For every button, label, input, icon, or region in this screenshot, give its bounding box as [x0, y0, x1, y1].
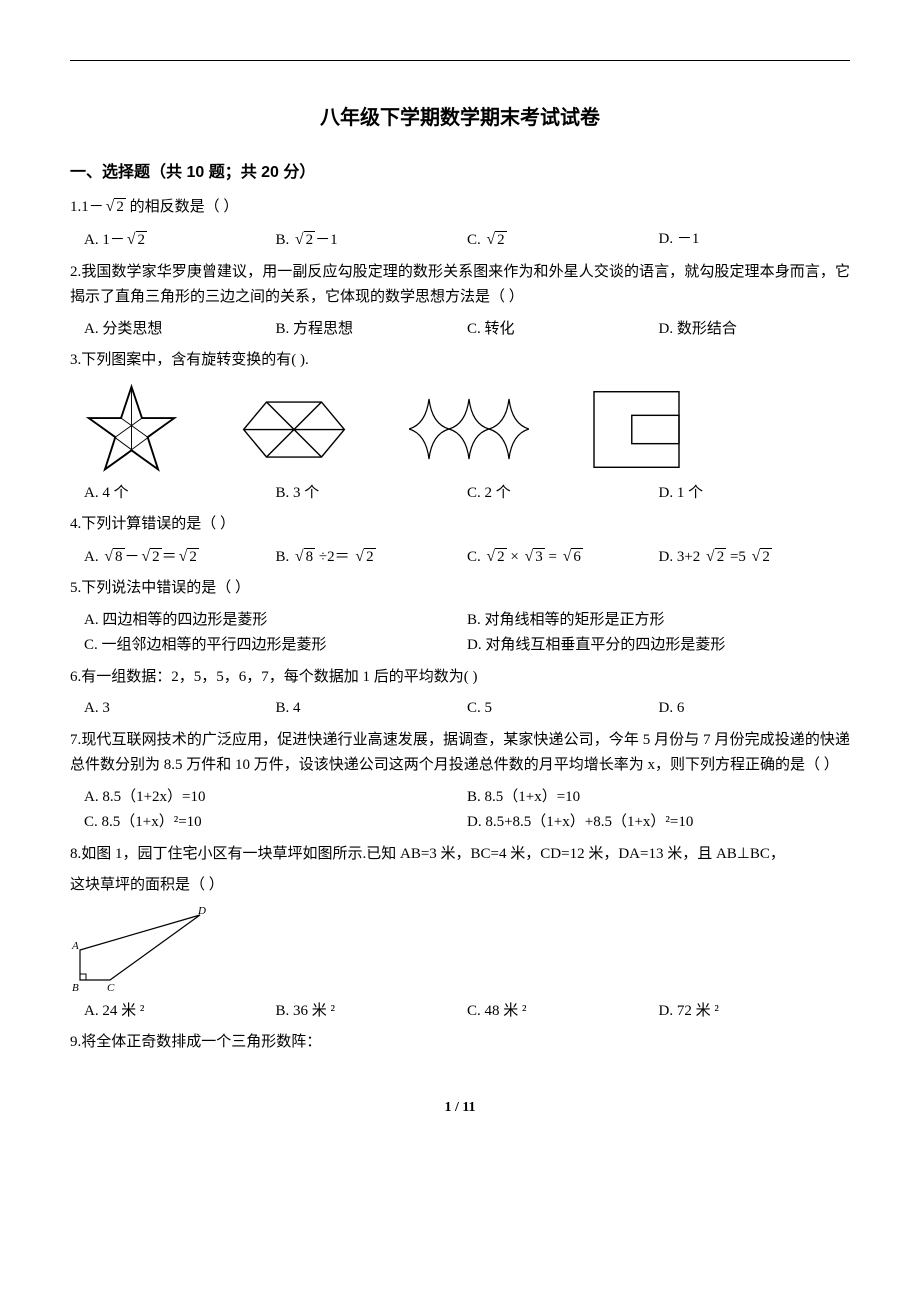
q3-option-d: D. 1 个 — [659, 481, 851, 507]
page-footer: 1 / 11 — [70, 1096, 850, 1120]
question-8-line1: 8.如图 1，园丁住宅小区有一块草坪如图所示.已知 AB=3 米，BC=4 米，… — [70, 842, 850, 868]
q6-option-b: B. 4 — [276, 696, 468, 722]
q4-options: A. 8－2＝2 B. 8 ÷2＝ 2 C. 2 × 3 = 6 D. 3+2 … — [84, 544, 850, 571]
question-9: 9.将全体正奇数排成一个三角形数阵： — [70, 1030, 850, 1056]
q8-option-b: B. 36 米 ² — [276, 999, 468, 1025]
q1-option-b: B. 2－1 — [276, 227, 468, 254]
hexagon-icon — [239, 392, 349, 467]
question-4: 4.下列计算错误的是（ ） — [70, 512, 850, 538]
q8-figure: A B C D — [70, 905, 850, 995]
q1-option-a: A. 1－2 — [84, 227, 276, 254]
q8-option-a: A. 24 米 ² — [84, 999, 276, 1025]
svg-text:A: A — [71, 940, 79, 952]
question-7: 7.现代互联网技术的广泛应用，促进快递行业高速发展，据调查，某家快递公司，今年 … — [70, 728, 850, 779]
sqrt-icon: 8 — [102, 544, 124, 571]
question-1: 1.1－2 的相反数是（ ） — [70, 194, 850, 221]
q1-option-c: C. 2 — [467, 227, 659, 254]
sqrt-icon: 6 — [561, 544, 583, 571]
svg-text:D: D — [197, 905, 206, 917]
q5-option-c: C. 一组邻边相等的平行四边形是菱形 — [84, 633, 467, 659]
sqrt-icon: 3 — [523, 544, 545, 571]
q2-options: A. 分类思想 B. 方程思想 C. 转化 D. 数形结合 — [84, 317, 850, 343]
q3-option-a: A. 4 个 — [84, 481, 276, 507]
q6-option-a: A. 3 — [84, 696, 276, 722]
q7-option-a: A. 8.5（1+2x）=10 — [84, 785, 467, 811]
q3-option-b: B. 3 个 — [276, 481, 468, 507]
svg-text:B: B — [72, 982, 79, 994]
q1-options: A. 1－2 B. 2－1 C. 2 D. －1 — [84, 227, 850, 254]
question-8-line2: 这块草坪的面积是（ ） — [70, 873, 850, 899]
q4-option-c: C. 2 × 3 = 6 — [467, 544, 659, 571]
q8-option-c: C. 48 米 ² — [467, 999, 659, 1025]
q1-stem-prefix: 1.1－ — [70, 199, 104, 215]
sqrt-icon: 2 — [704, 544, 726, 571]
q3-option-c: C. 2 个 — [467, 481, 659, 507]
q2-option-c: C. 转化 — [467, 317, 659, 343]
question-6: 6.有一组数据：2，5，5，6，7，每个数据加 1 后的平均数为( ) — [70, 665, 850, 691]
sqrt-icon: 2 — [104, 194, 126, 221]
q8-options: A. 24 米 ² B. 36 米 ² C. 48 米 ² D. 72 米 ² — [84, 999, 850, 1025]
sqrt-icon: 2 — [485, 544, 507, 571]
top-rule — [70, 60, 850, 61]
sqrt-icon: 2 — [125, 227, 147, 254]
q5-options: A. 四边相等的四边形是菱形 B. 对角线相等的矩形是正方形 C. 一组邻边相等… — [84, 608, 850, 659]
sqrt-icon: 2 — [293, 227, 315, 254]
q5-option-d: D. 对角线互相垂直平分的四边形是菱形 — [467, 633, 850, 659]
q7-options: A. 8.5（1+2x）=10 B. 8.5（1+x）=10 C. 8.5（1+… — [84, 785, 850, 836]
q7-option-d: D. 8.5+8.5（1+x）+8.5（1+x）²=10 — [467, 810, 850, 836]
q5-option-a: A. 四边相等的四边形是菱形 — [84, 608, 467, 634]
sqrt-icon: 2 — [140, 544, 162, 571]
sqrt-icon: 2 — [353, 544, 375, 571]
q2-option-b: B. 方程思想 — [276, 317, 468, 343]
page-title: 八年级下学期数学期末考试试卷 — [70, 101, 850, 135]
q6-option-c: C. 5 — [467, 696, 659, 722]
section-1-header: 一、选择题（共 10 题；共 20 分） — [70, 159, 850, 186]
q5-option-b: B. 对角线相等的矩形是正方形 — [467, 608, 850, 634]
q4-option-d: D. 3+2 2 =5 2 — [659, 544, 851, 571]
svg-text:C: C — [107, 982, 115, 994]
q4-option-b: B. 8 ÷2＝ 2 — [276, 544, 468, 571]
q4-option-a: A. 8－2＝2 — [84, 544, 276, 571]
question-2: 2.我国数学家华罗庚曾建议，用一副反应勾股定理的数形关系图来作为和外星人交谈的语… — [70, 260, 850, 311]
question-5: 5.下列说法中错误的是（ ） — [70, 576, 850, 602]
q1-stem-suffix: 的相反数是（ ） — [126, 199, 239, 215]
nested-squares-icon — [589, 387, 684, 472]
sqrt-icon: 8 — [293, 544, 315, 571]
q3-figures — [84, 382, 850, 477]
q8-option-d: D. 72 米 ² — [659, 999, 851, 1025]
quadrilateral-icon: A B C D — [70, 905, 215, 995]
sqrt-icon: 2 — [750, 544, 772, 571]
q1-option-d: D. －1 — [659, 227, 851, 254]
sqrt-icon: 2 — [485, 227, 507, 254]
four-point-stars-icon — [409, 394, 529, 464]
q3-options: A. 4 个 B. 3 个 C. 2 个 D. 1 个 — [84, 481, 850, 507]
q6-options: A. 3 B. 4 C. 5 D. 6 — [84, 696, 850, 722]
q6-option-d: D. 6 — [659, 696, 851, 722]
star-icon — [84, 382, 179, 477]
q7-option-b: B. 8.5（1+x）=10 — [467, 785, 850, 811]
q7-option-c: C. 8.5（1+x）²=10 — [84, 810, 467, 836]
question-3: 3.下列图案中，含有旋转变换的有( ). — [70, 348, 850, 374]
sqrt-icon: 2 — [177, 544, 199, 571]
q2-option-a: A. 分类思想 — [84, 317, 276, 343]
q2-option-d: D. 数形结合 — [659, 317, 851, 343]
